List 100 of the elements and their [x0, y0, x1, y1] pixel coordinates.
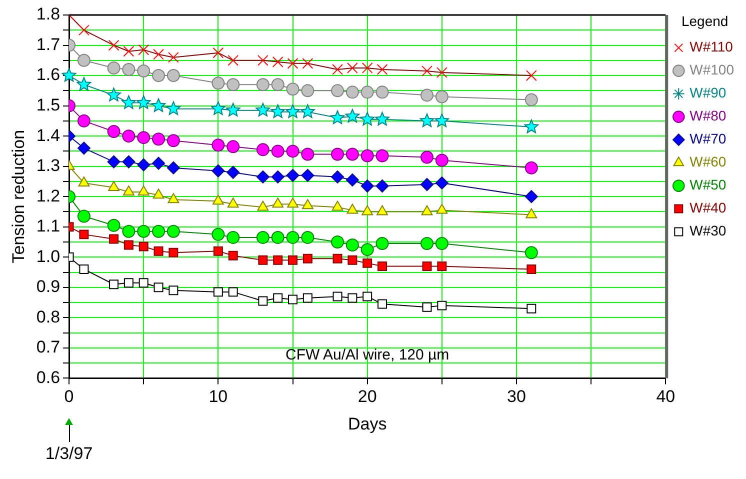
- point: [420, 150, 434, 164]
- point: [256, 102, 270, 117]
- point: [166, 101, 181, 115]
- point: [212, 76, 225, 90]
- x-axis-title: Days: [348, 414, 387, 434]
- point: [524, 190, 538, 204]
- point: [526, 264, 536, 274]
- point: [286, 104, 300, 118]
- point: [79, 230, 89, 240]
- point: [137, 64, 150, 78]
- point: [435, 176, 448, 190]
- point: [107, 155, 120, 168]
- point: [422, 261, 432, 271]
- point: [287, 198, 298, 208]
- point: [226, 102, 240, 117]
- point: [226, 78, 240, 92]
- point: [256, 230, 270, 244]
- point: [332, 200, 344, 211]
- point: [348, 293, 358, 303]
- point: [77, 54, 90, 67]
- point: [524, 119, 539, 134]
- point: [435, 237, 448, 250]
- y-tick-label: 1.7: [36, 34, 60, 54]
- point: [151, 98, 166, 112]
- point: [77, 210, 90, 223]
- point: [154, 246, 164, 256]
- point: [437, 300, 447, 310]
- point: [330, 110, 345, 124]
- point: [256, 78, 270, 92]
- legend-label: W#30: [690, 222, 726, 239]
- point: [226, 140, 240, 154]
- point: [345, 108, 360, 123]
- point: [256, 143, 270, 156]
- x-tick-label: 0: [64, 387, 74, 406]
- point: [166, 134, 180, 148]
- point: [122, 224, 136, 238]
- point: [376, 205, 388, 216]
- point: [302, 293, 312, 303]
- point: [420, 88, 434, 102]
- point: [376, 149, 389, 162]
- point: [122, 130, 136, 143]
- point: [272, 198, 284, 208]
- point: [288, 294, 298, 304]
- point: [301, 168, 314, 182]
- point: [435, 154, 448, 167]
- point: [346, 238, 359, 252]
- legend-label: W#50: [690, 176, 726, 193]
- y-tick-label: 1.4: [36, 126, 60, 145]
- point: [228, 287, 238, 297]
- point: [152, 132, 166, 146]
- point: [378, 261, 387, 271]
- point: [152, 188, 164, 199]
- y-tick-label: 0.6: [36, 368, 60, 387]
- point: [122, 186, 134, 196]
- point: [346, 173, 359, 186]
- point: [286, 230, 300, 244]
- point: [137, 224, 150, 238]
- point: [301, 230, 314, 244]
- y-tick-label: 1.0: [36, 246, 60, 266]
- point: [152, 69, 166, 82]
- point: [106, 88, 121, 102]
- point: [421, 205, 433, 216]
- point: [212, 164, 225, 178]
- point: [348, 255, 358, 265]
- point: [286, 82, 300, 96]
- point: [376, 86, 389, 99]
- point: [108, 181, 120, 192]
- point: [302, 199, 314, 210]
- y-tick-label: 1.5: [36, 95, 60, 114]
- point: [107, 125, 120, 138]
- point: [524, 93, 538, 106]
- y-tick-label: 1.1: [36, 216, 60, 236]
- point: [434, 113, 450, 128]
- y-tick-label: 0.7: [36, 338, 60, 357]
- point: [301, 148, 314, 161]
- point: [273, 293, 283, 303]
- legend-label: W#60: [690, 154, 726, 170]
- point: [376, 180, 389, 193]
- legend-label: W#110: [690, 38, 734, 55]
- point: [152, 156, 166, 170]
- point: [109, 234, 119, 244]
- y-tick-label: 1.8: [36, 4, 60, 24]
- point: [212, 138, 225, 152]
- legend-label: W#80: [690, 108, 726, 124]
- point: [301, 84, 314, 98]
- point: [136, 95, 151, 109]
- point: [288, 255, 298, 265]
- point: [286, 168, 300, 182]
- point: [137, 131, 150, 144]
- point: [524, 161, 538, 174]
- y-tick-label: 1.3: [36, 156, 60, 176]
- point: [256, 170, 270, 184]
- point: [137, 158, 150, 172]
- point: [107, 61, 120, 74]
- point: [346, 86, 359, 99]
- point: [77, 114, 90, 128]
- point: [376, 237, 389, 250]
- point: [360, 86, 374, 99]
- point: [168, 286, 178, 296]
- point: [437, 261, 447, 271]
